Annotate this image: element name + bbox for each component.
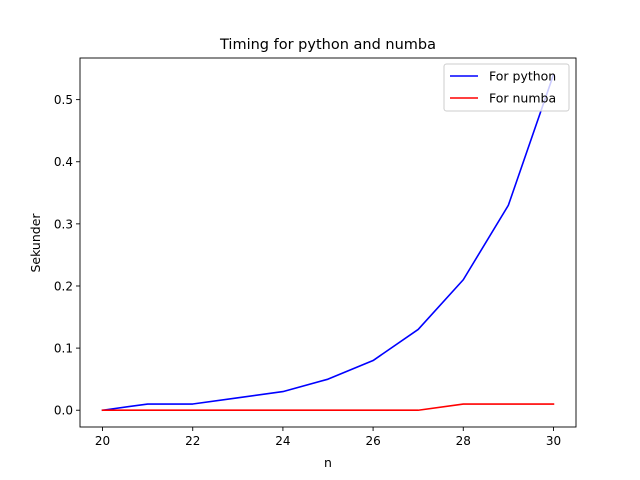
- y-tick-label: 0.5: [54, 93, 73, 107]
- x-tick-label: 26: [365, 434, 380, 448]
- x-tick-label: 30: [546, 434, 561, 448]
- legend-label-2: For numba: [489, 91, 556, 106]
- series-line-2: [101, 403, 555, 412]
- x-tick-label: 24: [275, 434, 290, 448]
- legend-label-1: For python: [489, 69, 556, 84]
- plot-area: 20 22 24 26 28 30 0.0 0.1 0.2 0.3 0.4 0.5 For python…: [54, 57, 577, 448]
- y-tick-label: 0.0: [54, 404, 73, 418]
- y-tick-label: 0.2: [54, 279, 73, 293]
- x-tick-label: 28: [456, 434, 471, 448]
- chart-title: Timing for python and numba: [219, 37, 436, 53]
- y-tick-label: 0.3: [54, 217, 73, 231]
- axes-frame: [79, 57, 577, 428]
- x-axis-label: n: [324, 455, 332, 470]
- y-tick-label: 0.1: [54, 342, 73, 356]
- y-axis-label: Sekunder: [28, 213, 43, 273]
- x-tick-label: 22: [185, 434, 200, 448]
- y-tick-label: 0.4: [54, 155, 73, 169]
- x-tick-label: 20: [95, 434, 110, 448]
- series-line-1: [101, 73, 555, 412]
